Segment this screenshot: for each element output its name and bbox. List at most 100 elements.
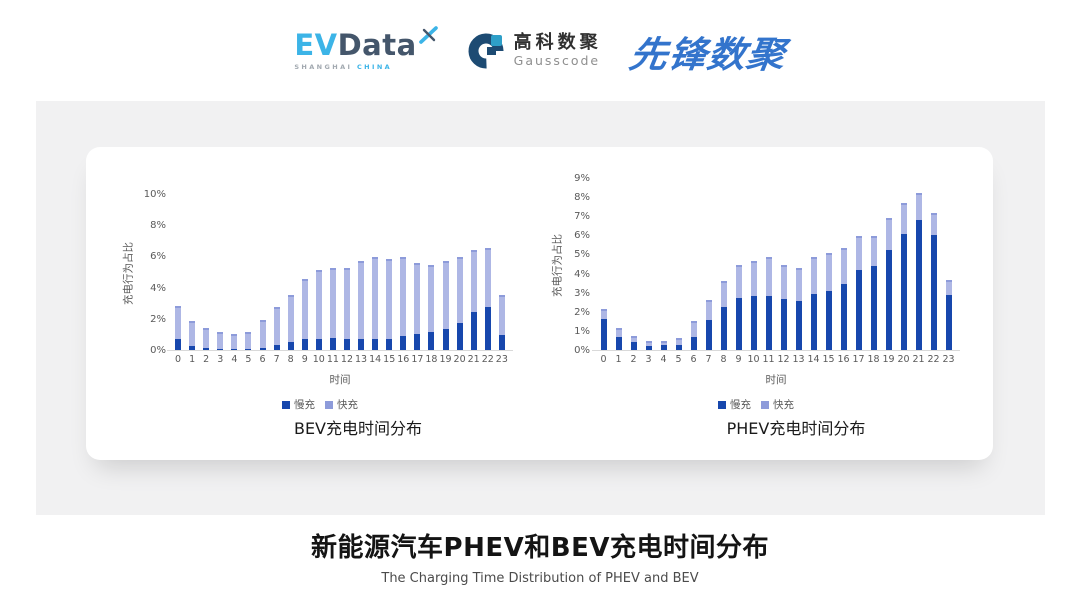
legend-item-slow: 慢充 xyxy=(718,397,751,412)
legend: 慢充 快充 xyxy=(151,397,489,412)
x-tick-label: 20 xyxy=(897,354,910,365)
chart-title: PHEV充电时间分布 xyxy=(726,419,866,438)
stacked-bar xyxy=(217,332,224,351)
stacked-bar xyxy=(690,320,697,351)
bar-fast-segment xyxy=(810,257,817,294)
y-tick-label: 2% xyxy=(150,313,166,325)
evdata-data-text: Data xyxy=(337,28,417,63)
x-tick-label: 16 xyxy=(837,354,850,365)
bar-fast-segment xyxy=(825,252,832,291)
bar-group xyxy=(746,179,761,351)
chart-bev: 充电行为占比 0% 2% 4% 6% 8% 10% 0 1 2 3 4 5 6 7 8 9 10 11 12 13 1… xyxy=(86,147,546,460)
stacked-bar xyxy=(498,294,505,351)
bar-group xyxy=(467,195,481,351)
bar-fast-segment xyxy=(720,281,727,307)
legend-item-slow: 慢充 xyxy=(282,397,315,412)
bar-slow-segment xyxy=(428,332,435,351)
bar-fast-segment xyxy=(885,218,892,250)
bar-slow-segment xyxy=(484,306,491,351)
bar-group xyxy=(312,195,326,351)
bar-fast-segment xyxy=(386,258,393,339)
bar-slow-segment xyxy=(870,266,877,351)
bar-fast-segment xyxy=(217,332,224,350)
bar-slow-segment xyxy=(630,342,637,351)
stacked-bar xyxy=(343,268,350,351)
bar-slow-segment xyxy=(358,338,365,351)
legend-swatch-fast-icon xyxy=(325,400,333,409)
gausscode-text: 高科数聚 Gausscode xyxy=(514,33,602,68)
bar-fast-segment xyxy=(428,265,435,333)
legend-label-fast: 快充 xyxy=(773,399,794,411)
y-tick-label: 3% xyxy=(574,287,590,299)
bar-group xyxy=(836,179,851,351)
bar-fast-segment xyxy=(900,202,907,235)
bar-fast-segment xyxy=(301,279,308,340)
bar-fast-segment xyxy=(675,337,682,346)
y-tick-label: 5% xyxy=(574,249,590,261)
stacked-bar xyxy=(930,212,937,351)
stacked-bar xyxy=(315,269,322,351)
stacked-bar xyxy=(765,257,772,351)
x-tick-label: 6 xyxy=(259,354,266,365)
stacked-bar xyxy=(780,265,787,351)
bar-fast-segment xyxy=(780,265,787,300)
bar-slow-segment xyxy=(217,349,224,351)
bar-slow-segment xyxy=(645,346,652,351)
x-tick-label: 11 xyxy=(326,354,339,365)
bar-group xyxy=(851,179,866,351)
bar-slow-segment xyxy=(900,234,907,351)
charts-panel: 充电行为占比 0% 2% 4% 6% 8% 10% 0 1 2 3 4 5 6 7 8 9 10 11 12 13 1… xyxy=(36,101,1045,515)
bar-fast-segment xyxy=(189,321,196,346)
footer-subtitle: The Charging Time Distribution of PHEV a… xyxy=(381,571,699,586)
bar-group xyxy=(199,195,213,351)
bar-slow-segment xyxy=(301,339,308,351)
bar-slow-segment xyxy=(414,333,421,351)
stacked-bar xyxy=(885,218,892,351)
bar-group xyxy=(298,195,312,351)
y-tick-label: 1% xyxy=(574,325,590,337)
y-tick-label: 2% xyxy=(574,306,590,318)
bar-slow-segment xyxy=(315,338,322,351)
bar-group xyxy=(716,179,731,351)
x-tick-label: 15 xyxy=(822,354,835,365)
bar-slow-segment xyxy=(915,220,922,351)
bar-slow-segment xyxy=(287,342,294,351)
x-tick-label: 14 xyxy=(807,354,820,365)
x-tick-label: 8 xyxy=(720,354,727,365)
bar-group xyxy=(368,195,382,351)
bar-fast-segment xyxy=(287,294,294,343)
bar-group xyxy=(354,195,368,351)
bar-fast-segment xyxy=(442,261,449,330)
bar-group xyxy=(626,179,641,351)
bar-slow-segment xyxy=(720,307,727,351)
legend-label-slow: 慢充 xyxy=(294,399,315,411)
y-tick-label: 6% xyxy=(150,251,166,263)
chart-phev: 充电行为占比 0% 1% 2% 3% 4% 5% 6% 7% 8% 9% 0 1 2 3 4 5 6 7 8 9 10… xyxy=(546,147,993,460)
y-tick-label: 8% xyxy=(574,192,590,204)
bar-group xyxy=(761,179,776,351)
bar-slow-segment xyxy=(175,339,182,351)
y-tick-label: 8% xyxy=(150,220,166,232)
bar-group xyxy=(410,195,424,351)
bar-group xyxy=(213,195,227,351)
x-axis-title: 时间 xyxy=(329,374,351,386)
bar-group xyxy=(731,179,746,351)
x-axis-title: 时间 xyxy=(765,374,787,386)
stacked-bar xyxy=(840,247,847,351)
x-tick-label: 11 xyxy=(762,354,775,365)
bar-group xyxy=(396,195,410,351)
plot-area xyxy=(167,195,513,351)
stacked-bar xyxy=(259,319,266,351)
pioneer-logo: 先锋数聚 xyxy=(626,33,789,76)
evdata-logo: EV Data SHANGHAI CHINA xyxy=(294,26,438,72)
stacked-bar xyxy=(645,340,652,351)
stacked-bar xyxy=(750,261,757,351)
x-tick-label: 18 xyxy=(425,354,438,365)
bar-fast-segment xyxy=(470,249,477,312)
header-logos: EV Data SHANGHAI CHINA 高科数聚 Gausscode xyxy=(0,20,1080,82)
bar-fast-segment xyxy=(600,308,607,319)
evdata-china-text: CHINA xyxy=(357,63,393,72)
bar-fast-segment xyxy=(484,248,491,307)
legend-swatch-slow-icon xyxy=(282,400,290,409)
bar-fast-segment xyxy=(329,268,336,338)
